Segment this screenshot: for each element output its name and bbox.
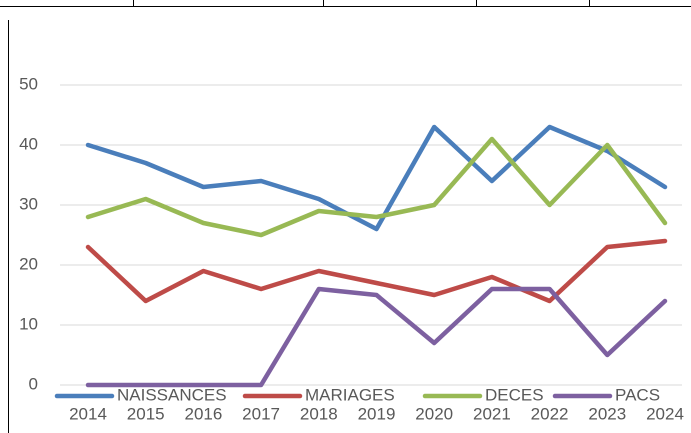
x-tick-label: 2024 [646,404,684,423]
y-tick-label: 40 [19,134,38,153]
x-tick-label: 2018 [300,404,338,423]
x-tick-label: 2014 [69,404,107,423]
y-tick-label: 10 [19,314,38,333]
x-tick-label: 2021 [473,404,511,423]
x-tick-label: 2023 [588,404,626,423]
series-line [85,124,668,232]
legend-label: PACS [615,385,660,404]
legend-label: DECES [485,385,544,404]
series-line [85,286,668,388]
legend-label: MARIAGES [305,385,395,404]
y-tick-label: 30 [19,194,38,213]
legend-label: NAISSANCES [117,385,227,404]
x-tick-label: 2016 [184,404,222,423]
x-tick-label: 2015 [127,404,165,423]
y-tick-label: 20 [19,254,38,273]
y-tick-label: 50 [19,74,38,93]
x-tick-label: 2017 [242,404,280,423]
series-line [85,238,668,304]
x-tick-label: 2022 [531,404,569,423]
y-tick-label: 0 [29,374,38,393]
series-line [85,136,668,238]
x-tick-label: 2019 [358,404,396,423]
x-tick-label: 2020 [415,404,453,423]
